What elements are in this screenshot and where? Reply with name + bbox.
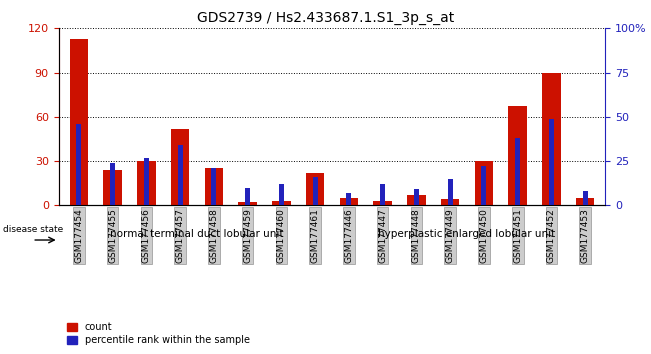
Bar bbox=[212, 168, 216, 205]
Bar bbox=[515, 138, 520, 205]
Text: disease state: disease state bbox=[3, 225, 63, 234]
Bar bbox=[475, 161, 493, 205]
Bar bbox=[204, 169, 223, 205]
Bar bbox=[340, 198, 358, 205]
Bar bbox=[346, 193, 352, 205]
Text: normal terminal duct lobular unit: normal terminal duct lobular unit bbox=[110, 229, 284, 239]
Bar bbox=[245, 188, 250, 205]
Bar bbox=[481, 166, 486, 205]
Bar bbox=[542, 73, 561, 205]
Bar bbox=[110, 163, 115, 205]
Bar bbox=[312, 177, 318, 205]
Bar bbox=[171, 129, 189, 205]
Bar bbox=[144, 158, 149, 205]
Bar bbox=[104, 170, 122, 205]
Bar bbox=[76, 124, 81, 205]
Bar bbox=[414, 189, 419, 205]
Bar bbox=[448, 179, 452, 205]
Legend: count, percentile rank within the sample: count, percentile rank within the sample bbox=[63, 319, 254, 349]
Text: GDS2739 / Hs2.433687.1.S1_3p_s_at: GDS2739 / Hs2.433687.1.S1_3p_s_at bbox=[197, 11, 454, 25]
Bar bbox=[238, 202, 257, 205]
Bar bbox=[272, 201, 290, 205]
Bar bbox=[380, 184, 385, 205]
Bar bbox=[441, 199, 460, 205]
Bar bbox=[306, 173, 324, 205]
Bar bbox=[178, 145, 183, 205]
Bar bbox=[583, 191, 588, 205]
Bar bbox=[374, 201, 392, 205]
Bar bbox=[137, 161, 156, 205]
Bar bbox=[279, 184, 284, 205]
Bar bbox=[508, 107, 527, 205]
Text: hyperplastic enlarged lobular unit: hyperplastic enlarged lobular unit bbox=[378, 229, 556, 239]
Bar bbox=[70, 39, 88, 205]
Bar bbox=[576, 198, 594, 205]
Bar bbox=[407, 195, 426, 205]
Bar bbox=[549, 119, 554, 205]
